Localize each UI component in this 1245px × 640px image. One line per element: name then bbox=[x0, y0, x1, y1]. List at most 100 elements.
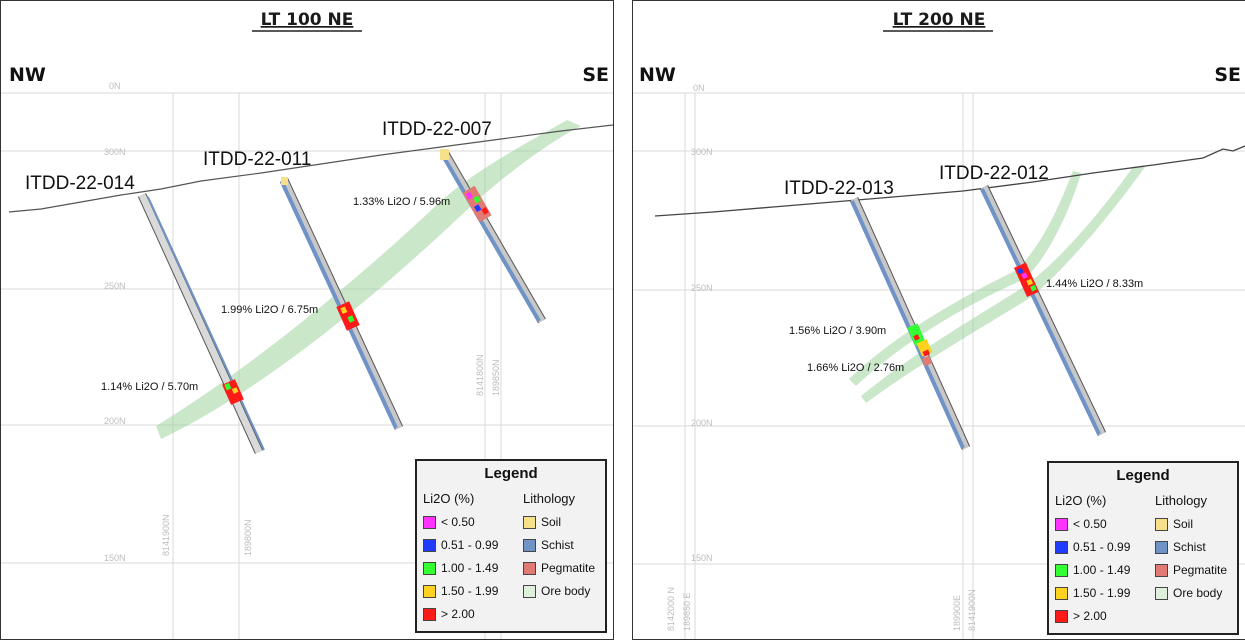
section-panel-lt200: 0N 300N 250N 200N 150N 8142000 N 189850 … bbox=[632, 0, 1245, 640]
legend-item-lithology: Schist bbox=[1155, 540, 1206, 554]
section-panel-lt100: 0N 300N 250N 200N 150N 8141900N 189800N … bbox=[0, 0, 614, 640]
swatch bbox=[523, 515, 536, 529]
legend-label: 1.00 - 1.49 bbox=[441, 561, 499, 575]
legend-item-lithology: Schist bbox=[523, 538, 574, 552]
legend-label: Schist bbox=[541, 538, 574, 552]
legend-label: 1.00 - 1.49 bbox=[1073, 563, 1131, 577]
swatch bbox=[1055, 540, 1068, 554]
hole-label: ITDD-22-014 bbox=[25, 173, 135, 194]
topography-line bbox=[8, 124, 613, 213]
swatch bbox=[523, 584, 536, 598]
legend-label: 1.50 - 1.99 bbox=[1073, 586, 1131, 600]
legend-item-li2o: 1.00 - 1.49 bbox=[1055, 563, 1130, 577]
swatch bbox=[423, 607, 436, 621]
legend-label: > 2.00 bbox=[441, 607, 475, 621]
grid-coordinate-label: 189850N bbox=[491, 359, 501, 396]
drillhole-itdd-22-013 bbox=[849, 197, 971, 450]
swatch bbox=[1055, 586, 1068, 600]
legend-label: 1.50 - 1.99 bbox=[441, 584, 499, 598]
swatch bbox=[423, 561, 436, 575]
intercept-label: 1.99% Li2O / 6.75m bbox=[221, 304, 318, 316]
section-title: LT 100 NE bbox=[261, 10, 354, 30]
hole-label: ITDD-22-013 bbox=[784, 178, 894, 199]
intercept-label: 1.33% Li2O / 5.96m bbox=[353, 196, 450, 208]
legend-item-lithology: Pegmatite bbox=[523, 561, 595, 575]
legend-label: < 0.50 bbox=[441, 515, 475, 529]
elevation-label: 250N bbox=[691, 283, 713, 293]
legend-label: < 0.50 bbox=[1073, 517, 1107, 531]
hole-label: ITDD-22-011 bbox=[203, 149, 311, 170]
elevation-label: 300N bbox=[691, 147, 713, 157]
intercept-label: 1.14% Li2O / 5.70m bbox=[101, 381, 198, 393]
legend-item-li2o: > 2.00 bbox=[1055, 609, 1107, 623]
ore-body bbox=[849, 171, 1081, 386]
swatch bbox=[1155, 540, 1168, 554]
legend-lithology-header: Lithology bbox=[1155, 493, 1208, 508]
direction-label-se: SE bbox=[1214, 64, 1241, 86]
elevation-label: 200N bbox=[104, 416, 126, 426]
legend-item-li2o: 1.50 - 1.99 bbox=[1055, 586, 1130, 600]
swatch bbox=[423, 515, 436, 529]
legend-label: 0.51 - 0.99 bbox=[441, 538, 499, 552]
legend-item-lithology: Ore body bbox=[1155, 586, 1222, 600]
legend-li2o-header: Li2O (%) bbox=[423, 491, 475, 506]
legend-item-li2o: 0.51 - 0.99 bbox=[423, 538, 498, 552]
legend-item-lithology: Pegmatite bbox=[1155, 563, 1227, 577]
intercept-label: 1.66% Li2O / 2.76m bbox=[807, 362, 904, 374]
swatch bbox=[1155, 563, 1168, 577]
soil-interval bbox=[440, 149, 449, 160]
swatch bbox=[523, 538, 536, 552]
legend: Legend Li2O (%) Lithology < 0.50 0.51 - … bbox=[1047, 461, 1239, 635]
grid-coordinate-label: 8141900N bbox=[161, 514, 171, 556]
swatch bbox=[423, 538, 436, 552]
legend-lithology-header: Lithology bbox=[523, 491, 576, 506]
elevation-label: 300N bbox=[104, 147, 126, 157]
legend-item-lithology: Ore body bbox=[523, 584, 590, 598]
legend: Legend Li2O (%) Lithology < 0.50 0.51 - … bbox=[415, 459, 607, 633]
swatch bbox=[1055, 517, 1068, 531]
legend-item-li2o: < 0.50 bbox=[423, 515, 475, 529]
legend-label: Soil bbox=[1173, 517, 1194, 531]
legend-label: Soil bbox=[541, 515, 562, 529]
swatch bbox=[1155, 586, 1168, 600]
direction-label-nw: NW bbox=[639, 64, 676, 86]
topography-line bbox=[654, 145, 1245, 217]
swatch bbox=[1055, 609, 1068, 623]
legend-item-lithology: Soil bbox=[1155, 517, 1193, 531]
elevation-label: 200N bbox=[691, 418, 713, 428]
legend-item-li2o: 1.50 - 1.99 bbox=[423, 584, 498, 598]
legend-item-li2o: 1.00 - 1.49 bbox=[423, 561, 498, 575]
intercept-label: 1.44% Li2O / 8.33m bbox=[1046, 278, 1143, 290]
direction-label-nw: NW bbox=[9, 64, 46, 86]
grid-coordinate-label: 189900E bbox=[952, 595, 962, 631]
legend-li2o-header: Li2O (%) bbox=[1055, 493, 1107, 508]
grid-coordinate-label: 8142000 N bbox=[666, 587, 676, 631]
legend-label: 0.51 - 0.99 bbox=[1073, 540, 1131, 554]
hole-label: ITDD-22-012 bbox=[939, 163, 1049, 184]
swatch bbox=[423, 584, 436, 598]
swatch bbox=[1055, 563, 1068, 577]
drillhole-itdd-22-007 bbox=[440, 149, 546, 324]
section-title: LT 200 NE bbox=[893, 10, 986, 30]
section-drawing-lt100: 0N 300N 250N 200N 150N 8141900N 189800N … bbox=[1, 10, 613, 639]
elevation-label: 150N bbox=[104, 553, 126, 563]
elevation-label: 150N bbox=[691, 553, 713, 563]
soil-interval bbox=[281, 177, 288, 185]
legend-item-lithology: Soil bbox=[523, 515, 561, 529]
elevation-label: 0N bbox=[109, 81, 121, 91]
drillhole-itdd-22-014 bbox=[137, 193, 265, 454]
swatch bbox=[1155, 517, 1168, 531]
grid-coordinate-label: 189850 E bbox=[682, 592, 692, 631]
legend-item-li2o: < 0.50 bbox=[1055, 517, 1107, 531]
legend-label: Pegmatite bbox=[541, 561, 596, 575]
drillhole-itdd-22-012 bbox=[979, 185, 1107, 436]
grid-coordinate-label: 189800N bbox=[243, 519, 253, 556]
drillhole-itdd-22-011 bbox=[279, 177, 404, 430]
legend-label: Ore body bbox=[1173, 586, 1223, 600]
legend-label: Pegmatite bbox=[1173, 563, 1228, 577]
legend-item-li2o: > 2.00 bbox=[423, 607, 475, 621]
section-drawing-lt200: 0N 300N 250N 200N 150N 8142000 N 189850 … bbox=[633, 10, 1245, 639]
intercept-label: 1.56% Li2O / 3.90m bbox=[789, 325, 886, 337]
legend-title: Legend bbox=[484, 465, 538, 482]
swatch bbox=[523, 561, 536, 575]
